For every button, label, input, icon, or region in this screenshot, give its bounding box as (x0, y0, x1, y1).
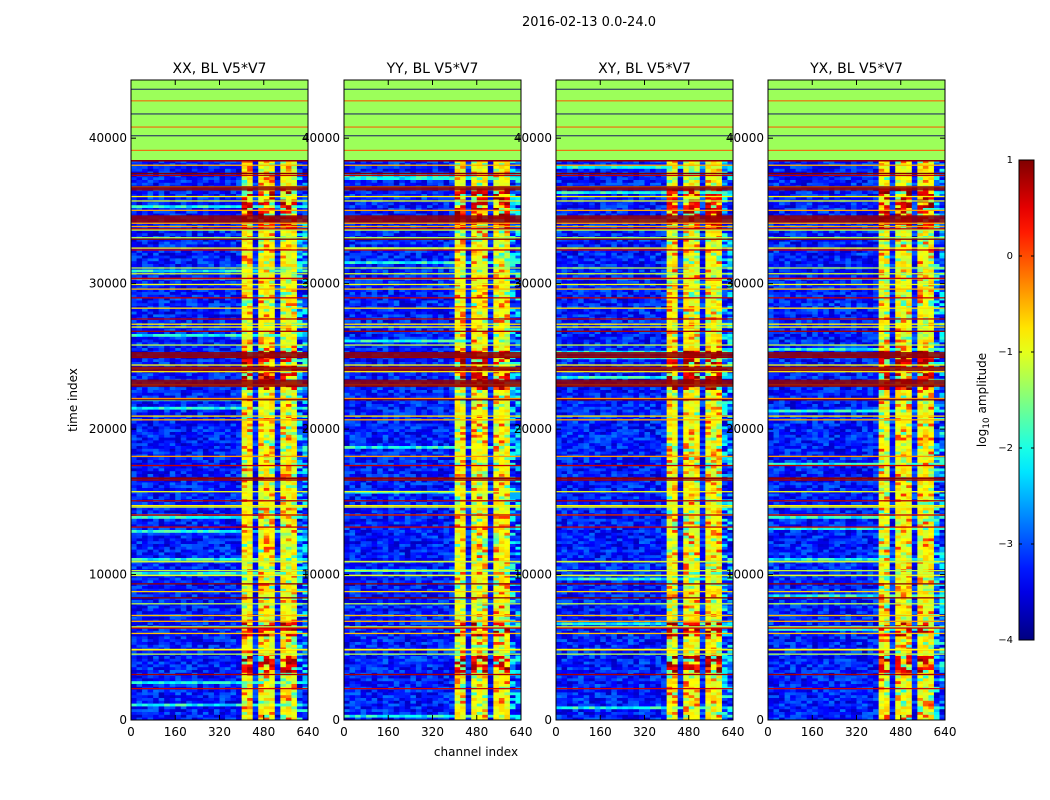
x-tick-label: 640 (722, 725, 745, 739)
y-tick-label: 20000 (302, 422, 340, 436)
x-tick-label: 480 (252, 725, 275, 739)
y-tick-label: 30000 (89, 277, 127, 291)
panel-title: YX, BL V5*V7 (809, 61, 903, 77)
colorbar-tick-label: −3 (998, 539, 1013, 550)
colorbar-tick-label: −1 (998, 347, 1013, 358)
panel-title: XX, BL V5*V7 (173, 61, 267, 77)
heatmap-0 (131, 88, 308, 720)
figure-suptitle: 2016-02-13 0.0-24.0 (522, 15, 656, 30)
x-axis-label: channel index (434, 745, 518, 759)
colorbar-tick-label: 0 (1007, 251, 1013, 262)
x-tick-label: 0 (552, 725, 560, 739)
panel-title: XY, BL V5*V7 (598, 61, 691, 77)
x-tick-label: 640 (934, 725, 957, 739)
heatmap-2 (556, 88, 733, 720)
x-tick-label: 160 (589, 725, 612, 739)
heatmap-1 (344, 88, 521, 720)
y-tick-label: 40000 (89, 131, 127, 145)
x-tick-label: 160 (164, 725, 187, 739)
y-tick-label: 0 (119, 713, 127, 727)
x-tick-label: 0 (127, 725, 135, 739)
colorbar-tick-label: −4 (998, 635, 1013, 646)
x-tick-label: 320 (845, 725, 868, 739)
y-tick-label: 20000 (514, 422, 552, 436)
x-tick-label: 160 (801, 725, 824, 739)
colorbar-tick-label: −2 (998, 443, 1013, 454)
x-tick-label: 320 (208, 725, 231, 739)
x-tick-label: 480 (677, 725, 700, 739)
panel-0: XX, BL V5*V7 0 160 320 480 640 0 10000 20000 3000… (89, 61, 320, 739)
x-tick-label: 160 (377, 725, 400, 739)
y-tick-label: 20000 (726, 422, 764, 436)
y-tick-label: 10000 (302, 568, 340, 582)
y-tick-label: 30000 (514, 277, 552, 291)
x-tick-label: 0 (340, 725, 348, 739)
y-axis-label: time index (66, 368, 80, 432)
heatmap-panels: XX, BL V5*V7 0 160 320 480 640 0 10000 20000 3000… (89, 61, 957, 739)
colorbar-gradient (1018, 159, 1035, 641)
x-tick-label: 640 (297, 725, 320, 739)
colorbar-tick-label: 1 (1007, 155, 1013, 166)
colorbar-label: log10 amplitude (975, 353, 992, 447)
x-tick-label: 640 (510, 725, 533, 739)
panel-1: YY, BL V5*V7 0 160 320 480 640 0 10000 20000 3000… (302, 61, 533, 739)
heatmap-3 (768, 88, 945, 720)
y-tick-label: 10000 (89, 568, 127, 582)
x-tick-label: 320 (633, 725, 656, 739)
y-tick-label: 30000 (302, 277, 340, 291)
x-tick-label: 0 (764, 725, 772, 739)
colorbar: 1 0 −1 −2 −3 −4 log10 amplitude (975, 155, 1035, 646)
y-tick-label: 10000 (726, 568, 764, 582)
y-tick-label: 40000 (726, 131, 764, 145)
panel-title: YY, BL V5*V7 (386, 61, 479, 77)
y-tick-label: 40000 (302, 131, 340, 145)
y-tick-label: 20000 (89, 422, 127, 436)
y-tick-label: 30000 (726, 277, 764, 291)
y-tick-label: 0 (332, 713, 340, 727)
y-tick-label: 10000 (514, 568, 552, 582)
y-tick-label: 40000 (514, 131, 552, 145)
y-tick-label: 0 (544, 713, 552, 727)
x-tick-label: 320 (421, 725, 444, 739)
x-tick-label: 480 (889, 725, 912, 739)
panel-2: XY, BL V5*V7 0 160 320 480 640 0 10000 20000 3000… (514, 61, 745, 739)
x-tick-label: 480 (465, 725, 488, 739)
y-tick-label: 0 (756, 713, 764, 727)
panel-3: YX, BL V5*V7 0 160 320 480 640 0 10000 20000 3000… (726, 61, 957, 739)
